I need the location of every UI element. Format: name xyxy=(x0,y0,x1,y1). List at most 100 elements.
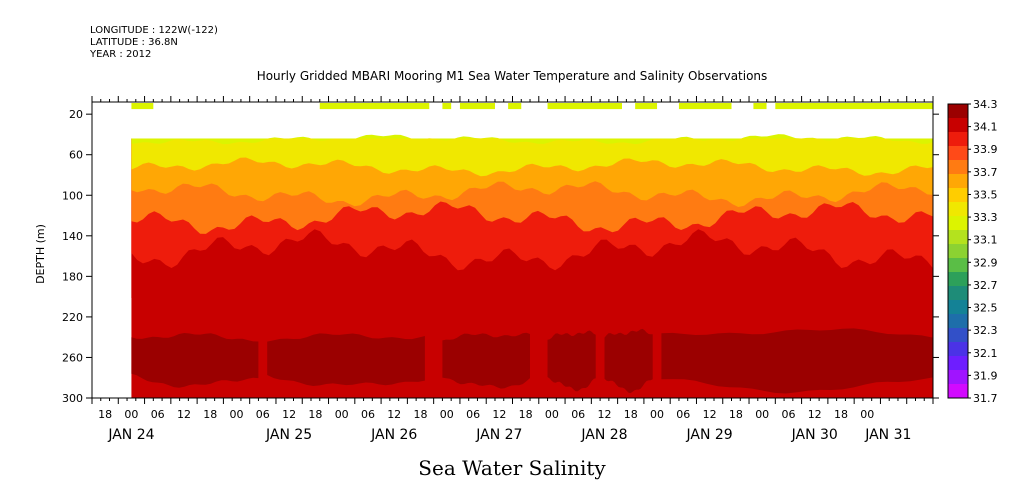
x-hour-label: 00 xyxy=(650,408,664,421)
x-hour-label: 18 xyxy=(519,408,533,421)
near-surface-segment xyxy=(775,103,933,110)
colorbar-swatch xyxy=(948,174,968,189)
x-hour-label: 12 xyxy=(387,408,401,421)
colorbar-swatch xyxy=(948,202,968,217)
x-hour-label: 18 xyxy=(203,408,217,421)
colorbar-swatch xyxy=(948,146,968,161)
colorbar-label: 32.1 xyxy=(973,347,998,360)
near-surface-segment xyxy=(131,103,154,110)
colorbar-swatch xyxy=(948,286,968,301)
max-salinity-core xyxy=(661,328,933,394)
colorbar-swatch xyxy=(948,188,968,203)
x-hour-label: 18 xyxy=(729,408,743,421)
x-hour-label: 12 xyxy=(703,408,717,421)
x-day-label: JAN 31 xyxy=(864,427,911,443)
colorbar-label: 34.3 xyxy=(973,98,998,111)
plot-area xyxy=(91,101,934,399)
chart-title: Hourly Gridded MBARI Mooring M1 Sea Wate… xyxy=(257,69,768,83)
x-hour-label: 00 xyxy=(755,408,769,421)
colorbar-label: 33.1 xyxy=(973,234,998,247)
x-hour-label: 18 xyxy=(834,408,848,421)
colorbar-label: 31.7 xyxy=(973,392,998,405)
colorbar-label: 32.5 xyxy=(973,302,998,315)
colorbar-swatch xyxy=(948,132,968,147)
y-tick-label: 260 xyxy=(62,351,83,364)
y-tick-label: 20 xyxy=(69,108,83,121)
x-day-label: JAN 25 xyxy=(265,427,312,443)
max-salinity-core xyxy=(547,330,596,392)
near-surface-segment xyxy=(319,103,430,110)
colorbar-swatch xyxy=(948,384,968,399)
x-hour-label: 00 xyxy=(335,408,349,421)
x-axis-label: Sea Water Salinity xyxy=(418,456,606,480)
colorbar-label: 34.1 xyxy=(973,121,998,134)
x-day-label: JAN 30 xyxy=(791,427,838,443)
x-hour-label: 06 xyxy=(151,408,165,421)
x-hour-label: 12 xyxy=(808,408,822,421)
colorbar-label: 33.7 xyxy=(973,166,998,179)
max-salinity-core xyxy=(131,333,259,388)
longitude-label: LONGITUDE : 122W(-122) xyxy=(90,25,218,36)
x-hour-label: 06 xyxy=(361,408,375,421)
axes: 20 60 100 140 180 220 260 300 18 00 06 12 18 00 06 12 18… xyxy=(62,96,939,443)
colorbar-label: 33.9 xyxy=(973,143,998,156)
colorbar-swatch xyxy=(948,314,968,329)
colorbar-swatch xyxy=(948,216,968,231)
y-tick-label: 300 xyxy=(62,392,83,405)
colorbar-frame xyxy=(947,103,969,399)
colorbar-label: 32.3 xyxy=(973,324,998,337)
x-hour-label: 00 xyxy=(124,408,138,421)
year-label: YEAR : 2012 xyxy=(90,49,152,60)
near-surface-segment xyxy=(635,103,658,110)
y-tick-label: 60 xyxy=(69,149,83,162)
x-day-label: JAN 29 xyxy=(686,427,733,443)
y-tick-label: 140 xyxy=(62,230,83,243)
y-tick-label: 180 xyxy=(62,270,83,283)
colorbar-label: 33.3 xyxy=(973,211,998,224)
colorbar-swatch xyxy=(948,370,968,385)
colorbar: 34.3 34.1 33.9 33.7 33.5 33.3 33.1 32.9 32.7 32.5… xyxy=(947,98,998,405)
colorbar-swatch xyxy=(948,230,968,245)
x-hour-label: 06 xyxy=(676,408,690,421)
near-surface-segment xyxy=(508,103,522,110)
colorbar-label: 32.7 xyxy=(973,279,998,292)
max-salinity-core xyxy=(442,332,530,389)
near-surface-segment xyxy=(678,103,732,110)
near-surface-segment xyxy=(547,103,623,110)
x-hour-label: 06 xyxy=(256,408,270,421)
x-day-label: JAN 27 xyxy=(475,427,522,443)
x-hour-label: 00 xyxy=(440,408,454,421)
y-axis-label: DEPTH (m) xyxy=(34,224,47,284)
salinity-layer-33.2 xyxy=(131,134,933,145)
colorbar-swatch xyxy=(948,258,968,273)
colorbar-swatch xyxy=(948,104,968,119)
y-tick-label: 220 xyxy=(62,311,83,324)
colorbar-label: 31.9 xyxy=(973,369,998,382)
x-hour-label: 18 xyxy=(308,408,322,421)
colorbar-swatch xyxy=(948,342,968,357)
x-hour-label: 06 xyxy=(571,408,585,421)
salinity-layer-33.4 xyxy=(131,138,933,177)
x-hour-label: 00 xyxy=(230,408,244,421)
latitude-label: LATITUDE : 36.8N xyxy=(90,37,178,48)
colorbar-label: 32.9 xyxy=(973,256,998,269)
near-surface-segment xyxy=(753,103,767,110)
x-hour-label: 12 xyxy=(282,408,296,421)
x-day-label: JAN 28 xyxy=(580,427,627,443)
x-day-label: JAN 26 xyxy=(370,427,417,443)
x-hour-label: 00 xyxy=(860,408,874,421)
x-hour-label: 18 xyxy=(414,408,428,421)
x-hour-label: 06 xyxy=(782,408,796,421)
colorbar-swatch xyxy=(948,244,968,259)
colorbar-swatch xyxy=(948,272,968,287)
colorbar-swatch xyxy=(948,300,968,315)
x-hour-label: 12 xyxy=(598,408,612,421)
colorbar-swatch xyxy=(948,160,968,175)
x-hour-label: 12 xyxy=(177,408,191,421)
x-hour-label: 18 xyxy=(624,408,638,421)
x-hour-label: 12 xyxy=(492,408,506,421)
max-salinity-core xyxy=(604,328,653,394)
x-hour-label: 18 xyxy=(98,408,112,421)
colorbar-label: 33.5 xyxy=(973,188,998,201)
